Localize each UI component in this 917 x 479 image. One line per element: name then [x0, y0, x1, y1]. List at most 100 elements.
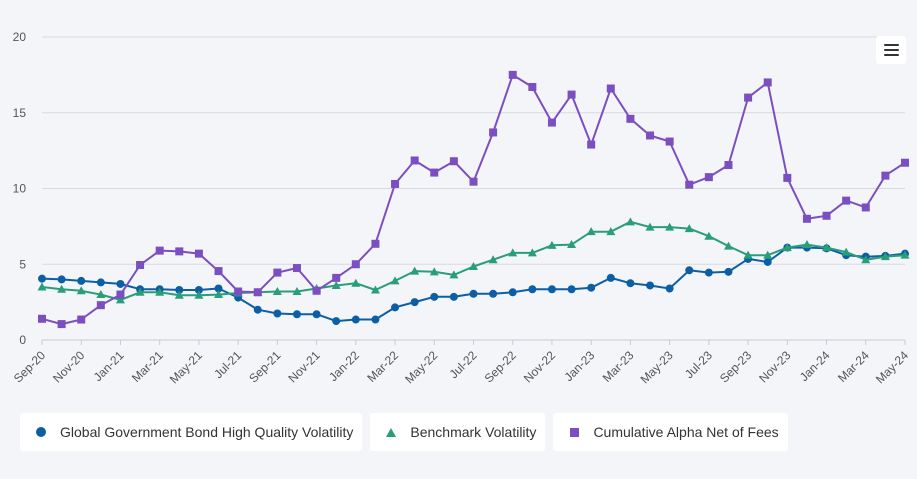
- data-point[interactable]: [665, 222, 675, 231]
- data-point[interactable]: [489, 289, 498, 298]
- data-point[interactable]: [606, 227, 616, 236]
- data-point[interactable]: [684, 224, 694, 233]
- data-point[interactable]: [430, 292, 439, 301]
- data-point[interactable]: [410, 266, 420, 275]
- data-point[interactable]: [547, 118, 556, 127]
- data-point[interactable]: [449, 270, 459, 279]
- data-point[interactable]: [253, 305, 262, 314]
- data-point[interactable]: [625, 217, 635, 226]
- data-point[interactable]: [38, 274, 46, 283]
- data-point[interactable]: [351, 260, 360, 269]
- data-point[interactable]: [861, 255, 871, 264]
- data-point[interactable]: [391, 179, 400, 188]
- legend-item-benchmark-volatility[interactable]: Benchmark Volatility: [370, 413, 546, 451]
- data-point[interactable]: [273, 268, 282, 277]
- data-point[interactable]: [704, 231, 714, 240]
- data-point[interactable]: [253, 288, 262, 297]
- data-point[interactable]: [174, 290, 184, 299]
- data-point[interactable]: [489, 128, 498, 137]
- data-point[interactable]: [96, 290, 106, 299]
- data-point[interactable]: [96, 278, 105, 287]
- data-point[interactable]: [57, 320, 66, 329]
- data-point[interactable]: [626, 279, 635, 288]
- data-point[interactable]: [528, 82, 537, 91]
- data-point[interactable]: [390, 276, 400, 285]
- data-point[interactable]: [155, 287, 165, 296]
- data-point[interactable]: [763, 78, 772, 87]
- data-point[interactable]: [449, 292, 458, 301]
- data-point[interactable]: [822, 211, 831, 220]
- data-point[interactable]: [626, 114, 635, 123]
- data-point[interactable]: [430, 168, 439, 177]
- data-point[interactable]: [802, 240, 812, 249]
- data-point[interactable]: [880, 252, 890, 261]
- data-point[interactable]: [645, 222, 655, 231]
- data-point[interactable]: [488, 255, 498, 264]
- data-point[interactable]: [370, 285, 380, 294]
- data-point[interactable]: [469, 289, 478, 298]
- legend-item-gov-bond-volatility[interactable]: Global Government Bond High Quality Vola…: [20, 413, 363, 451]
- data-point[interactable]: [292, 264, 301, 273]
- data-point[interactable]: [822, 243, 832, 252]
- data-point[interactable]: [567, 240, 577, 249]
- data-point[interactable]: [155, 246, 164, 255]
- data-point[interactable]: [802, 214, 811, 223]
- data-point[interactable]: [449, 157, 458, 166]
- data-point[interactable]: [901, 158, 909, 167]
- data-point[interactable]: [76, 286, 86, 295]
- data-point[interactable]: [135, 287, 145, 296]
- legend-item-cumulative-alpha[interactable]: Cumulative Alpha Net of Fees: [553, 413, 788, 451]
- data-point[interactable]: [900, 250, 910, 259]
- data-point[interactable]: [331, 280, 341, 289]
- data-point[interactable]: [312, 286, 321, 295]
- data-point[interactable]: [57, 284, 67, 293]
- data-point[interactable]: [96, 301, 105, 310]
- data-point[interactable]: [38, 314, 46, 323]
- data-point[interactable]: [77, 315, 86, 324]
- data-point[interactable]: [646, 131, 655, 140]
- data-point[interactable]: [37, 282, 47, 291]
- data-point[interactable]: [842, 196, 851, 205]
- data-point[interactable]: [234, 287, 243, 296]
- data-point[interactable]: [606, 273, 615, 282]
- data-point[interactable]: [665, 284, 674, 293]
- data-point[interactable]: [587, 140, 596, 149]
- data-point[interactable]: [763, 257, 772, 266]
- data-point[interactable]: [116, 290, 125, 299]
- data-point[interactable]: [351, 278, 361, 287]
- data-point[interactable]: [194, 290, 204, 299]
- data-point[interactable]: [371, 315, 380, 324]
- data-point[interactable]: [704, 268, 713, 277]
- data-point[interactable]: [527, 248, 537, 257]
- data-point[interactable]: [685, 180, 694, 189]
- data-point[interactable]: [312, 310, 321, 319]
- data-point[interactable]: [567, 90, 576, 99]
- data-point[interactable]: [292, 310, 301, 319]
- data-point[interactable]: [547, 285, 556, 294]
- data-point[interactable]: [214, 290, 224, 299]
- data-point[interactable]: [763, 250, 773, 259]
- data-point[interactable]: [685, 266, 694, 275]
- data-point[interactable]: [841, 247, 851, 256]
- data-point[interactable]: [194, 286, 203, 295]
- data-point[interactable]: [57, 275, 66, 284]
- data-point[interactable]: [429, 267, 439, 276]
- data-point[interactable]: [881, 171, 890, 180]
- data-point[interactable]: [665, 137, 674, 146]
- data-point[interactable]: [587, 283, 596, 292]
- data-point[interactable]: [351, 315, 360, 324]
- data-point[interactable]: [724, 267, 733, 276]
- data-point[interactable]: [469, 177, 478, 186]
- data-point[interactable]: [744, 93, 753, 102]
- data-point[interactable]: [272, 287, 282, 296]
- data-point[interactable]: [782, 243, 792, 252]
- data-point[interactable]: [567, 285, 576, 294]
- data-point[interactable]: [175, 286, 184, 295]
- data-point[interactable]: [410, 156, 419, 165]
- data-point[interactable]: [410, 298, 419, 307]
- data-point[interactable]: [194, 249, 203, 258]
- data-point[interactable]: [136, 261, 145, 270]
- data-point[interactable]: [528, 285, 537, 294]
- data-point[interactable]: [391, 303, 400, 312]
- data-point[interactable]: [586, 227, 596, 236]
